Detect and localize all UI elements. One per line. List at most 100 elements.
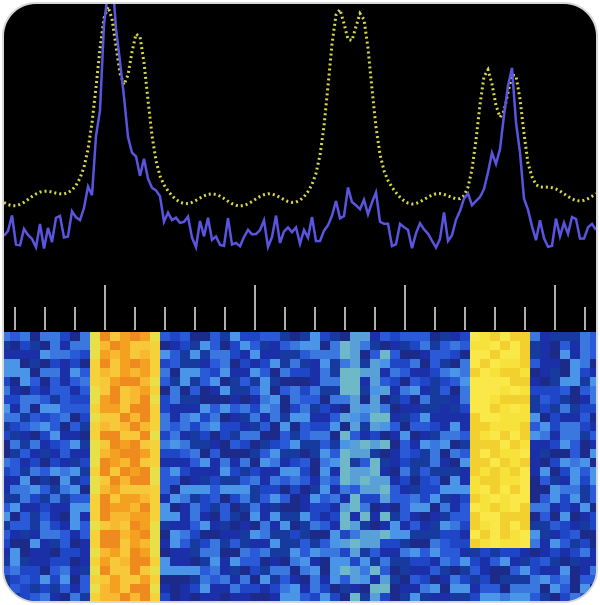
waterfall-cell bbox=[350, 521, 361, 531]
waterfall-cell bbox=[530, 449, 541, 459]
waterfall-cell bbox=[10, 512, 21, 522]
waterfall-cell bbox=[560, 512, 571, 522]
waterfall-cell bbox=[540, 413, 551, 423]
waterfall-cell bbox=[580, 476, 591, 486]
waterfall-cell bbox=[260, 413, 271, 423]
waterfall-cell bbox=[320, 467, 331, 477]
waterfall-cell bbox=[400, 422, 411, 432]
waterfall-cell bbox=[540, 476, 551, 486]
waterfall-cell bbox=[490, 485, 501, 495]
waterfall-cell bbox=[430, 521, 441, 531]
waterfall-cell bbox=[330, 332, 341, 342]
waterfall-cell bbox=[40, 521, 51, 531]
waterfall-cell bbox=[570, 566, 581, 576]
waterfall-cell bbox=[570, 449, 581, 459]
waterfall-cell bbox=[490, 539, 501, 549]
waterfall-cell bbox=[160, 476, 171, 486]
waterfall-cell bbox=[350, 359, 361, 369]
waterfall-cell bbox=[60, 458, 71, 468]
waterfall-cell bbox=[500, 512, 511, 522]
waterfall-cell bbox=[350, 377, 361, 387]
waterfall-cell bbox=[190, 557, 201, 567]
waterfall-cell bbox=[300, 467, 311, 477]
waterfall-cell bbox=[0, 512, 11, 522]
waterfall-cell bbox=[420, 494, 431, 504]
waterfall-cell bbox=[60, 503, 71, 513]
waterfall-cell bbox=[260, 566, 271, 576]
waterfall-cell bbox=[310, 422, 321, 432]
waterfall-cell bbox=[570, 476, 581, 486]
waterfall-cell bbox=[390, 413, 401, 423]
waterfall-cell bbox=[310, 350, 321, 360]
waterfall-cell bbox=[340, 332, 351, 342]
waterfall-cell bbox=[240, 449, 251, 459]
waterfall-cell bbox=[240, 485, 251, 495]
waterfall-cell bbox=[70, 566, 81, 576]
waterfall-cell bbox=[160, 359, 171, 369]
waterfall-cell bbox=[180, 404, 191, 414]
waterfall-cell bbox=[60, 413, 71, 423]
waterfall-cell bbox=[80, 476, 91, 486]
waterfall-cell bbox=[490, 584, 501, 594]
waterfall-cell bbox=[230, 548, 241, 558]
waterfall-cell bbox=[70, 503, 81, 513]
waterfall-cell bbox=[300, 359, 311, 369]
waterfall-cell bbox=[150, 521, 161, 531]
waterfall-cell bbox=[410, 395, 421, 405]
waterfall-cell bbox=[190, 332, 201, 342]
waterfall-cell bbox=[30, 449, 41, 459]
waterfall-cell bbox=[340, 458, 351, 468]
waterfall-cell bbox=[490, 458, 501, 468]
waterfall-cell bbox=[250, 512, 261, 522]
waterfall-cell bbox=[540, 557, 551, 567]
waterfall-cell bbox=[390, 467, 401, 477]
waterfall-cell bbox=[350, 530, 361, 540]
waterfall-cell bbox=[480, 467, 491, 477]
waterfall-cell bbox=[420, 575, 431, 585]
waterfall-cell bbox=[490, 422, 501, 432]
waterfall-cell bbox=[100, 458, 111, 468]
waterfall-cell bbox=[90, 467, 101, 477]
waterfall-cell bbox=[190, 413, 201, 423]
waterfall-cell bbox=[530, 566, 541, 576]
waterfall-cell bbox=[300, 413, 311, 423]
waterfall-cell bbox=[580, 557, 591, 567]
waterfall-cell bbox=[120, 494, 131, 504]
waterfall-cell bbox=[390, 521, 401, 531]
waterfall-cell bbox=[530, 575, 541, 585]
waterfall-cell bbox=[410, 485, 421, 495]
waterfall-cell bbox=[150, 557, 161, 567]
waterfall-cell bbox=[290, 503, 301, 513]
waterfall-cell bbox=[310, 503, 321, 513]
waterfall-cell bbox=[120, 431, 131, 441]
waterfall-cell bbox=[90, 575, 101, 585]
waterfall-cell bbox=[590, 350, 600, 360]
waterfall-cell bbox=[340, 422, 351, 432]
waterfall-cell bbox=[540, 431, 551, 441]
waterfall-cell bbox=[50, 377, 61, 387]
waterfall-cell bbox=[130, 350, 141, 360]
waterfall-cell bbox=[590, 521, 600, 531]
waterfall-cell bbox=[560, 350, 571, 360]
waterfall-cell bbox=[140, 521, 151, 531]
waterfall-cell bbox=[540, 512, 551, 522]
waterfall-cell bbox=[560, 530, 571, 540]
waterfall-cell bbox=[30, 512, 41, 522]
waterfall-cell bbox=[530, 458, 541, 468]
waterfall-cell bbox=[280, 575, 291, 585]
waterfall-cell bbox=[190, 485, 201, 495]
waterfall-cell bbox=[530, 413, 541, 423]
waterfall-cell bbox=[50, 548, 61, 558]
waterfall-cell bbox=[490, 404, 501, 414]
waterfall-cell bbox=[320, 422, 331, 432]
waterfall-cell bbox=[360, 548, 371, 558]
waterfall-cell bbox=[100, 404, 111, 414]
waterfall-cell bbox=[60, 584, 71, 594]
waterfall-cell bbox=[410, 350, 421, 360]
waterfall-cell bbox=[90, 476, 101, 486]
waterfall-cell bbox=[70, 440, 81, 450]
waterfall-cell bbox=[410, 584, 421, 594]
waterfall-cell bbox=[570, 332, 581, 342]
waterfall-cell bbox=[190, 404, 201, 414]
waterfall-cell bbox=[200, 422, 211, 432]
